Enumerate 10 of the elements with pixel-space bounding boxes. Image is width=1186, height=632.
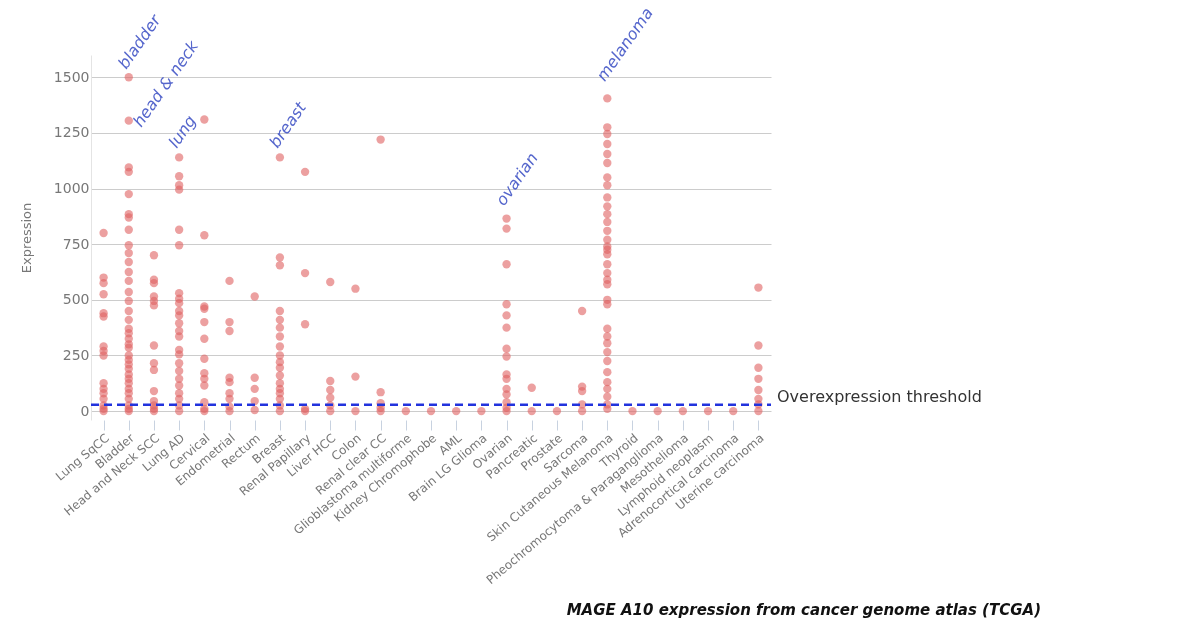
y-axis-title: Expression [18,202,34,274]
y-tick-label: 0 [80,402,90,419]
y-tick-label: 750 [62,235,90,252]
y-tick-label: 1500 [53,68,90,85]
ref-line-label: Overexpression threshold [777,386,982,406]
y-tick-label: 1000 [53,180,90,197]
text: MAGE A10 expression from cancer genome atlas (TCGA) [566,601,1041,619]
y-tick-label: 250 [62,346,90,363]
y-tick-label: 1250 [53,124,90,141]
y-tick-label: 500 [62,291,90,308]
